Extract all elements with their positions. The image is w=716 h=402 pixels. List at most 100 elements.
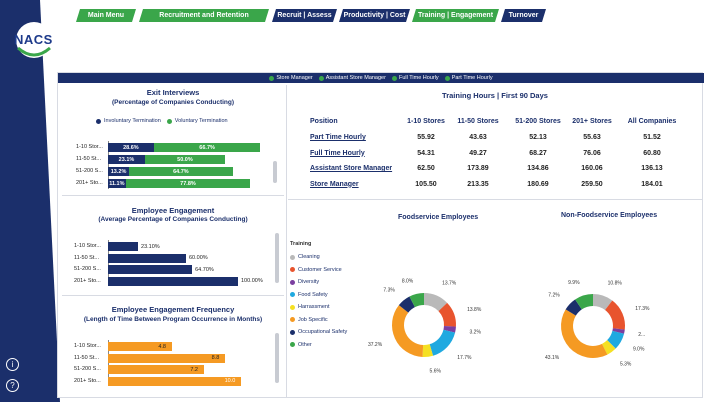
tab-training-engagement[interactable]: Training | Engagement — [412, 9, 499, 22]
non_foodservice-slice-harrassment[interactable] — [602, 340, 616, 355]
exit-category-label: 1-10 Stor... — [76, 144, 103, 150]
training-legend-item[interactable]: Food Safety — [290, 289, 347, 302]
legend-item-label: Occupational Safety — [298, 329, 348, 336]
table-cell: 213.35 — [467, 180, 489, 188]
foodservice-slice-harrassment[interactable] — [422, 344, 434, 357]
foodservice-slice-food-safety[interactable] — [429, 329, 456, 356]
tab-productivity-cost[interactable]: Productivity | Cost — [339, 9, 410, 22]
engagement-frequency-title: Employee Engagement Frequency — [111, 305, 235, 314]
sidebar-shape — [0, 0, 60, 402]
foodservice-slice-label: 3.2% — [470, 330, 482, 336]
nacs-logo[interactable]: NACS — [8, 20, 60, 60]
legend-item-label: Food Safety — [298, 291, 328, 298]
table-cell: 184.01 — [641, 180, 663, 188]
table-row-position[interactable]: Full Time Hourly — [310, 149, 365, 157]
training-legend-item[interactable]: Other — [290, 339, 347, 352]
table-row-position[interactable]: Assistant Store Manager — [310, 165, 393, 172]
table-row-position[interactable]: Part Time Hourly — [310, 134, 366, 141]
exit-bar-value: 28.6% — [123, 144, 139, 151]
exit-bar-value: 64.7% — [173, 168, 189, 175]
table-row-position[interactable]: Store Manager — [310, 180, 359, 188]
table-header-column: All Companies — [627, 118, 677, 125]
legend-item-label: Customer Service — [298, 266, 342, 273]
employee_engagement-bar[interactable] — [108, 242, 139, 251]
exit-interviews-legend: Involuntary Termination Voluntary Termin… — [96, 118, 228, 124]
training-legend-item[interactable]: Diversity — [290, 276, 347, 289]
tab-main-menu[interactable]: Main Menu — [76, 9, 136, 22]
training-hours-title: Training Hours | First 90 Days — [442, 91, 548, 100]
non_foodservice-slice-diversity[interactable] — [612, 328, 625, 334]
foodservice-slice-occupational-safety[interactable] — [398, 296, 415, 313]
filter-store-manager[interactable]: Store Manager — [269, 75, 313, 81]
table-cell: 134.86 — [527, 165, 549, 172]
table-cell: 54.31 — [417, 149, 435, 157]
non_foodservice-slice-food-safety[interactable] — [607, 330, 625, 349]
table-cell: 51.52 — [643, 134, 661, 141]
table-header-column: 11-50 Stores — [457, 118, 499, 125]
engagement_frequency-axis — [108, 340, 109, 386]
engagement_frequency-bar[interactable] — [108, 365, 204, 374]
non_foodservice-slice-customer-service[interactable] — [605, 300, 625, 330]
table-cell: 180.69 — [527, 180, 549, 188]
non_foodservice-slice-occupational-safety[interactable] — [565, 299, 582, 316]
employee_engagement-bar[interactable] — [108, 253, 186, 263]
tab-recruitment-retention[interactable]: Recruitment and Retention — [139, 9, 269, 22]
employee_engagement-category-label: 201+ Sto... — [74, 277, 101, 284]
engagement_frequency-bar[interactable] — [108, 353, 226, 363]
info-button[interactable]: i — [6, 358, 19, 371]
legend-item-label: Cleaning — [298, 254, 320, 261]
training-legend-item[interactable]: Cleaning — [290, 251, 347, 264]
tab-recruit-assess[interactable]: Recruit | Assess — [272, 9, 337, 22]
filter-full-time-hourly[interactable]: Full Time Hourly — [391, 75, 439, 81]
frequency-scrollbar[interactable] — [275, 333, 279, 383]
foodservice-slice-cleaning[interactable] — [424, 293, 448, 312]
training-legend-item[interactable]: Harrassment — [290, 301, 347, 314]
exit-bar-voluntary[interactable] — [125, 179, 251, 188]
exit-bar-involuntary[interactable] — [108, 167, 130, 176]
exit-bar-voluntary[interactable] — [144, 155, 225, 164]
foodservice-slice-label: 8.0% — [402, 278, 414, 284]
exit-bar-involuntary[interactable] — [108, 179, 126, 188]
engagement_frequency-bar-value: 10.0 — [224, 378, 236, 384]
logo-circle-icon — [16, 22, 52, 58]
training-legend-item[interactable]: Job Specific — [290, 314, 347, 327]
exit-axis — [108, 141, 109, 189]
position-filter: Store Manager Assistant Store Manager Fu… — [58, 73, 704, 83]
table-cell: 136.13 — [641, 165, 663, 172]
foodservice-slice-other[interactable] — [409, 293, 424, 308]
foodservice-slice-diversity[interactable] — [443, 326, 456, 333]
filter-label: Part Time Hourly — [451, 75, 493, 81]
non_foodservice-slice-other[interactable] — [575, 294, 593, 310]
filter-assistant-store-manager[interactable]: Assistant Store Manager — [318, 75, 386, 81]
non_foodservice-slice-job-specific[interactable] — [561, 309, 608, 358]
legend-item-label: Diversity — [298, 279, 320, 286]
legend-color-icon — [290, 329, 295, 335]
exit-bar-involuntary[interactable] — [108, 143, 154, 152]
table-header-position: Position — [310, 118, 338, 125]
exit-bar-voluntary[interactable] — [153, 143, 261, 152]
exit-category-label: 201+ Sto... — [76, 180, 103, 186]
engagement_frequency-bar[interactable] — [108, 376, 242, 386]
filter-part-time-hourly[interactable]: Part Time Hourly — [444, 75, 493, 81]
engagement_frequency-bar[interactable] — [108, 342, 172, 351]
training-legend-item[interactable]: Occupational Safety — [290, 326, 347, 339]
tab-turnover[interactable]: Turnover — [501, 9, 546, 22]
exit-interviews-scrollbar[interactable] — [273, 161, 277, 183]
foodservice-slice-job-specific[interactable] — [392, 305, 424, 357]
employee_engagement-bar-value: 23.10% — [141, 243, 160, 250]
sidebar: NACS i ? — [0, 0, 60, 402]
engagement-scrollbar[interactable] — [275, 233, 279, 283]
employee_engagement-bar[interactable] — [108, 265, 193, 274]
employee_engagement-bar-value: 60.00% — [189, 255, 208, 261]
non_foodservice-slice-cleaning[interactable] — [593, 294, 613, 311]
engagement_frequency-bar-value: 4.8 — [158, 343, 166, 350]
employee_engagement-bar[interactable] — [108, 276, 238, 286]
foodservice-slice-customer-service[interactable] — [438, 302, 456, 327]
exit-bar-involuntary[interactable] — [108, 155, 145, 164]
help-button[interactable]: ? — [6, 379, 19, 392]
training-legend-item[interactable]: Customer Service — [290, 264, 347, 277]
legend-voluntary-icon — [166, 118, 172, 124]
employee_engagement-bar-value: 100.00% — [241, 278, 263, 284]
exit-bar-voluntary[interactable] — [129, 167, 233, 176]
foodservice-slice-label: 37.2% — [368, 342, 383, 348]
